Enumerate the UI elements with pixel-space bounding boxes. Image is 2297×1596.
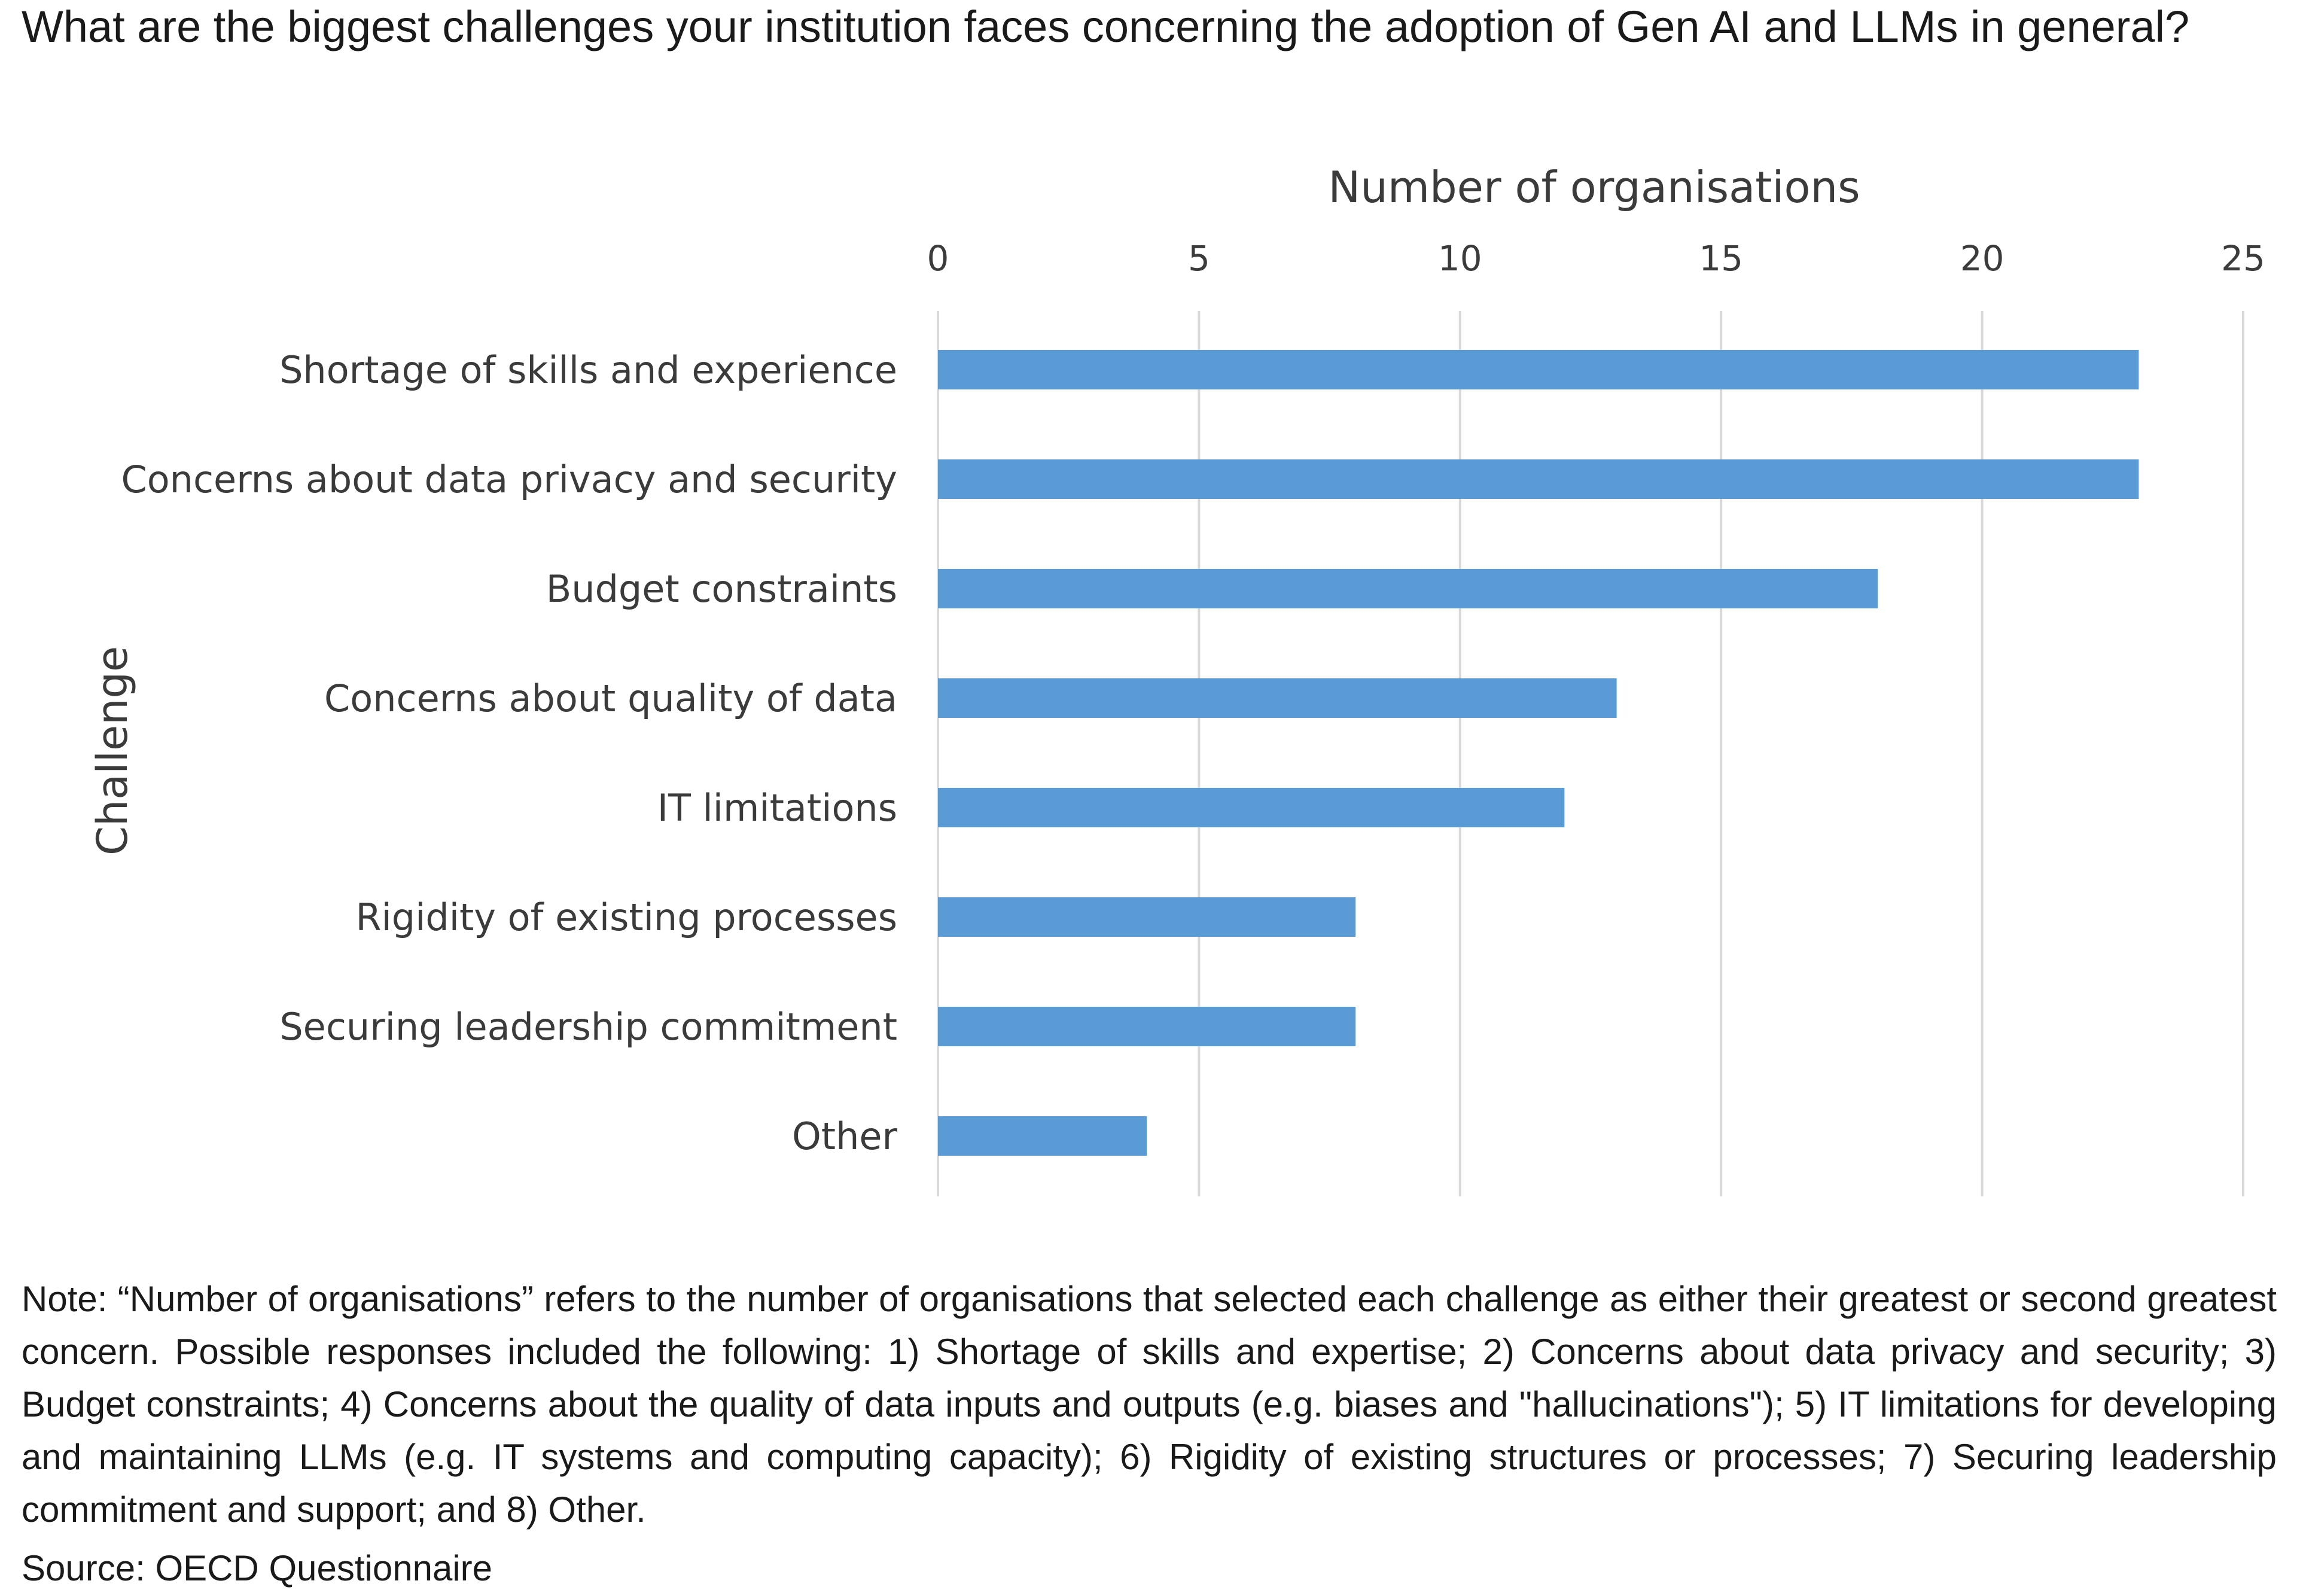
category-label: Securing leadership commitment: [279, 1005, 897, 1049]
x-tick-label: 25: [2221, 238, 2265, 279]
chart-source: Source: OECD Questionnaire: [22, 1548, 493, 1588]
category-label: Concerns about quality of data: [324, 677, 897, 720]
bar: [938, 788, 1565, 827]
x-tick-label: 15: [1699, 238, 1743, 279]
x-tick-label: 5: [1188, 238, 1210, 279]
question-title: What are the biggest challenges your ins…: [22, 2, 2190, 51]
y-axis-title: Challenge: [88, 646, 137, 855]
bar: [938, 678, 1617, 718]
bar: [938, 1116, 1147, 1156]
category-label: IT limitations: [657, 786, 897, 830]
chart-note: Note: “Number of organisations” refers t…: [22, 1279, 2277, 1530]
bar: [938, 1007, 1356, 1046]
x-tick-label: 10: [1438, 238, 1482, 279]
x-axis-title: Number of organisations: [1328, 162, 1860, 212]
bar: [938, 569, 1878, 608]
bar: [938, 350, 2139, 389]
category-label: Concerns about data privacy and security: [121, 458, 897, 501]
bar: [938, 897, 1356, 937]
category-label: Shortage of skills and experience: [279, 348, 897, 392]
x-tick-label: 20: [1960, 238, 2004, 279]
category-label: Rigidity of existing processes: [355, 896, 897, 939]
bar: [938, 459, 2139, 499]
category-label: Other: [792, 1114, 898, 1158]
x-tick-label: 0: [927, 238, 949, 279]
category-label: Budget constraints: [546, 567, 897, 611]
